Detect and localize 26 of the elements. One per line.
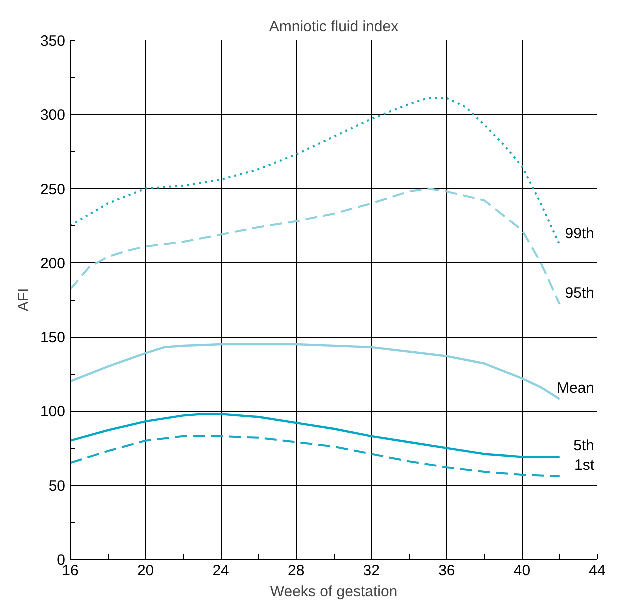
- line-series: [70, 188, 561, 306]
- series-label: 95th: [565, 284, 595, 302]
- y-tick-label: 300: [40, 107, 66, 124]
- y-tick-label: 100: [40, 404, 66, 421]
- y-tick-label: 200: [40, 255, 66, 272]
- x-tick-label: 32: [363, 562, 380, 580]
- y-axis-title: AFI: [15, 288, 32, 312]
- line-series: [70, 413, 561, 458]
- series-label: 5th: [574, 438, 595, 455]
- x-tick-label: 40: [514, 562, 531, 580]
- series-label: 1st: [574, 456, 596, 474]
- y-tick-label: 250: [40, 181, 66, 198]
- chart-title: Amniotic fluid index: [269, 18, 400, 36]
- x-tick-label: 28: [288, 562, 305, 580]
- line-series: [70, 97, 561, 246]
- series-label: 99th: [565, 226, 595, 243]
- x-tick-label: 44: [589, 562, 606, 580]
- y-tick-label: 50: [48, 478, 66, 495]
- series-label: Mean: [556, 380, 595, 397]
- y-tick-label: 350: [40, 33, 66, 50]
- x-axis-title: Weeks of gestation: [270, 584, 398, 600]
- x-tick-label: 36: [438, 562, 456, 580]
- line-series: [70, 435, 561, 478]
- x-tick-label: 20: [137, 562, 154, 580]
- y-tick-label: 150: [40, 330, 66, 347]
- x-tick-label: 24: [212, 562, 230, 580]
